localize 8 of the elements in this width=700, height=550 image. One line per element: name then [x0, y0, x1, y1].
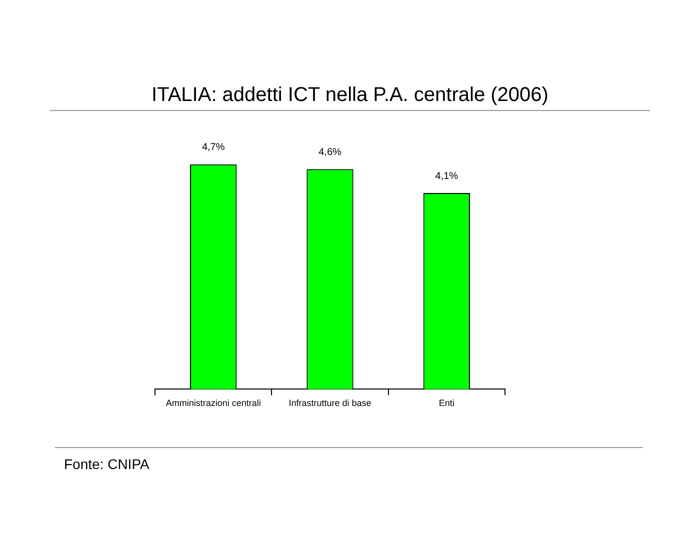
- x-tick-label: Amministrazioni centrali: [166, 398, 261, 408]
- x-tick-label: Enti: [438, 398, 454, 408]
- data-label: 4,6%: [318, 146, 342, 158]
- source-note: Fonte: CNIPA: [64, 456, 150, 472]
- data-label: 4,1%: [435, 170, 458, 182]
- x-tick-label: Infrastrutture di base: [288, 398, 372, 408]
- chart-title: ITALIA: addetti ICT nella P.A. centrale (2006): [150, 84, 550, 107]
- data-label: 4,7%: [202, 142, 225, 154]
